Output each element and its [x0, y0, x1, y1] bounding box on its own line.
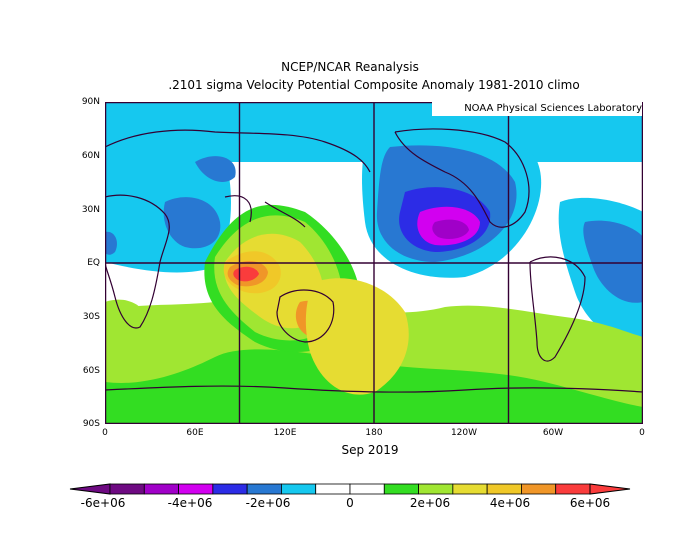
neg-anomaly-west-africa: [105, 231, 117, 255]
colorbar-cell: [212, 483, 248, 495]
colorbar-label-pos2: 2e+06: [409, 496, 451, 510]
date-label: Sep 2019: [341, 443, 399, 457]
coast-north-america: [394, 128, 530, 228]
y-tick-30n: 30N: [81, 205, 100, 215]
y-tick-30s: 30S: [82, 312, 100, 322]
x-tick-120w: 120W: [450, 428, 478, 438]
x-tick-0: 0: [102, 428, 108, 438]
colorbar-cell: [281, 483, 317, 495]
neg-anomaly-siberia: [195, 156, 236, 182]
y-tick-60n: 60N: [81, 151, 100, 161]
colorbar-cell: [486, 483, 522, 495]
colorbar-arrow-left: [69, 483, 111, 495]
velocity-potential-map: [105, 102, 643, 424]
y-tick-eq: EQ: [87, 258, 100, 268]
colorbar-label-zero: 0: [346, 496, 354, 510]
chart-title: NCEP/NCAR Reanalysis: [281, 60, 419, 74]
x-tick-0-end: 0: [639, 428, 645, 438]
x-tick-60e: 60E: [186, 428, 204, 438]
colorbar-cell: [246, 483, 282, 495]
chart-subtitle: .2101 sigma Velocity Potential Composite…: [168, 78, 580, 92]
colorbar-cell: [521, 483, 557, 495]
x-tick-120e: 120E: [273, 428, 297, 438]
colorbar-cell: [383, 483, 419, 495]
coast-antarctica: [105, 385, 643, 393]
colorbar-label-neg2: -2e+06: [245, 496, 291, 510]
x-tick-60w: 60W: [542, 428, 564, 438]
colorbar-cell: [452, 483, 488, 495]
pos-anomaly-atlantic-south: [105, 299, 145, 323]
neg-anomaly-south-america-mid: [583, 220, 643, 303]
colorbar-cell: [143, 483, 179, 495]
pos-anomaly-south-pacific: [305, 278, 409, 395]
colorbar-label-pos4: 4e+06: [489, 496, 531, 510]
colorbar-cell: [315, 483, 351, 495]
colorbar-label-neg6: -6e+06: [80, 496, 126, 510]
colorbar-cell: [349, 483, 385, 495]
coast-australia: [276, 289, 335, 343]
neg-anomaly-africa-inner: [163, 197, 221, 249]
colorbar-cell: [555, 483, 591, 495]
colorbar-label-neg4: -4e+06: [167, 496, 213, 510]
colorbar-arrow-right: [589, 483, 631, 495]
y-tick-90n: 90N: [81, 97, 100, 107]
neg-anomaly-pacific-peak: [432, 219, 469, 239]
credit-label: NOAA Physical Sciences Laboratory: [432, 102, 642, 116]
x-tick-180: 180: [365, 428, 383, 438]
grid-lines: [105, 102, 643, 424]
map-frame: [105, 102, 643, 424]
colorbar-cell: [109, 483, 145, 495]
y-tick-90s: 90S: [82, 419, 100, 429]
colorbar-label-pos6: 6e+06: [569, 496, 611, 510]
coast-eurasia: [105, 129, 371, 228]
colorbar-cell: [418, 483, 454, 495]
coast-africa: [105, 194, 170, 329]
colorbar-cell: [178, 483, 214, 495]
y-tick-60s: 60S: [82, 366, 100, 376]
colorbar: [69, 483, 631, 495]
